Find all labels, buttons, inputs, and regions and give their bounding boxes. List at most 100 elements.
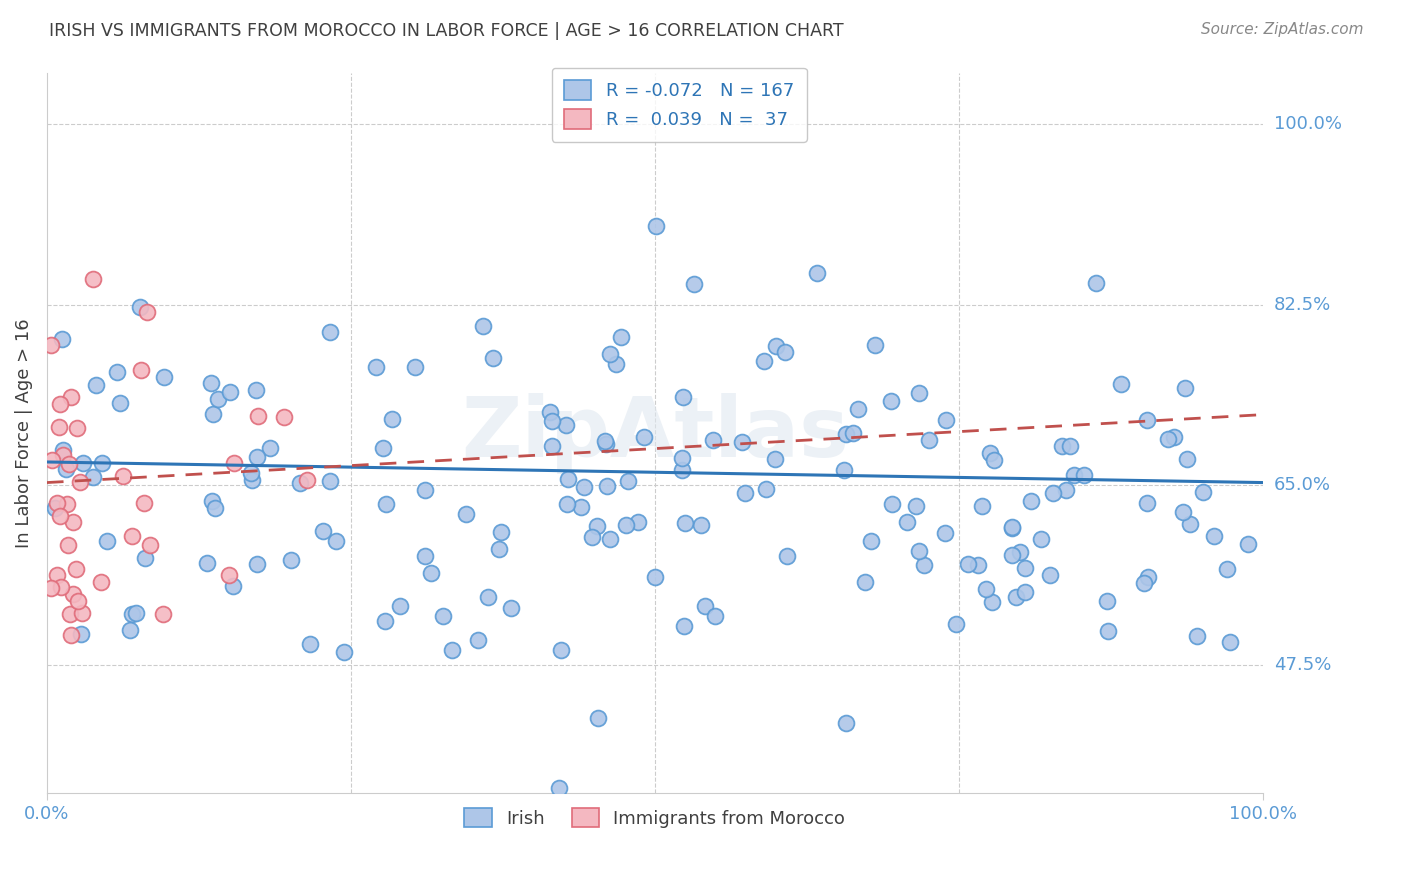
- Point: [204, 500, 226, 515]
- Point: [413, 549, 436, 563]
- Point: [846, 401, 869, 416]
- Point: [49, 397, 72, 411]
- Point: [967, 558, 990, 572]
- Point: [245, 450, 267, 464]
- Point: [702, 433, 724, 447]
- Text: ZipAtlas: ZipAtlas: [461, 392, 849, 474]
- Point: [1005, 591, 1028, 605]
- Point: [599, 532, 621, 546]
- Point: [1219, 635, 1241, 649]
- Point: [605, 357, 627, 371]
- Point: [311, 524, 333, 538]
- Point: [467, 632, 489, 647]
- Point: [1050, 439, 1073, 453]
- Point: [419, 566, 441, 581]
- Text: 82.5%: 82.5%: [1274, 295, 1331, 313]
- Point: [295, 473, 318, 487]
- Point: [731, 434, 754, 449]
- Point: [501, 601, 523, 615]
- Point: [1163, 430, 1185, 444]
- Point: [599, 346, 621, 360]
- Point: [555, 417, 578, 432]
- Point: [218, 568, 240, 582]
- Point: [912, 558, 935, 572]
- Point: [773, 345, 796, 359]
- Point: [202, 407, 225, 421]
- Point: [128, 300, 150, 314]
- Point: [1175, 452, 1198, 467]
- Point: [240, 466, 263, 480]
- Point: [1136, 495, 1159, 509]
- Point: [1010, 545, 1032, 559]
- Point: [673, 619, 696, 633]
- Point: [259, 441, 281, 455]
- Point: [333, 645, 356, 659]
- Point: [83, 470, 105, 484]
- Point: [550, 643, 572, 657]
- Point: [645, 219, 668, 234]
- Point: [41, 338, 63, 352]
- Point: [52, 443, 75, 458]
- Point: [755, 482, 778, 496]
- Point: [112, 469, 135, 483]
- Point: [1001, 520, 1024, 534]
- Point: [752, 354, 775, 368]
- Point: [690, 518, 713, 533]
- Point: [273, 410, 295, 425]
- Point: [41, 453, 63, 467]
- Point: [586, 518, 609, 533]
- Point: [547, 781, 569, 796]
- Point: [152, 607, 174, 621]
- Point: [1133, 575, 1156, 590]
- Text: 65.0%: 65.0%: [1274, 475, 1331, 493]
- Point: [574, 480, 596, 494]
- Point: [935, 413, 957, 427]
- Point: [671, 463, 693, 477]
- Point: [703, 609, 725, 624]
- Point: [60, 628, 83, 642]
- Point: [683, 277, 706, 292]
- Point: [1014, 585, 1036, 599]
- Point: [1136, 413, 1159, 427]
- Point: [134, 551, 156, 566]
- Point: [541, 414, 564, 428]
- Point: [432, 608, 454, 623]
- Point: [139, 538, 162, 552]
- Point: [1042, 486, 1064, 500]
- Point: [979, 446, 1001, 460]
- Point: [776, 549, 799, 563]
- Point: [980, 595, 1002, 609]
- Point: [907, 386, 929, 401]
- Point: [633, 429, 655, 443]
- Point: [456, 508, 478, 522]
- Point: [52, 449, 75, 463]
- Point: [72, 456, 94, 470]
- Legend: Irish, Immigrants from Morocco: Irish, Immigrants from Morocco: [457, 800, 852, 835]
- Point: [835, 715, 858, 730]
- Point: [69, 475, 91, 489]
- Point: [66, 594, 89, 608]
- Point: [48, 420, 70, 434]
- Point: [246, 558, 269, 572]
- Point: [298, 637, 321, 651]
- Point: [1021, 494, 1043, 508]
- Point: [853, 574, 876, 589]
- Point: [974, 582, 997, 597]
- Point: [863, 338, 886, 352]
- Point: [280, 553, 302, 567]
- Point: [222, 579, 245, 593]
- Point: [84, 378, 107, 392]
- Point: [1173, 505, 1195, 519]
- Point: [404, 359, 426, 374]
- Point: [1095, 594, 1118, 608]
- Point: [832, 463, 855, 477]
- Text: Source: ZipAtlas.com: Source: ZipAtlas.com: [1201, 22, 1364, 37]
- Point: [381, 412, 404, 426]
- Point: [1063, 467, 1085, 482]
- Point: [1084, 277, 1107, 291]
- Point: [118, 623, 141, 637]
- Point: [105, 365, 128, 379]
- Point: [880, 393, 903, 408]
- Point: [62, 516, 84, 530]
- Point: [644, 570, 666, 584]
